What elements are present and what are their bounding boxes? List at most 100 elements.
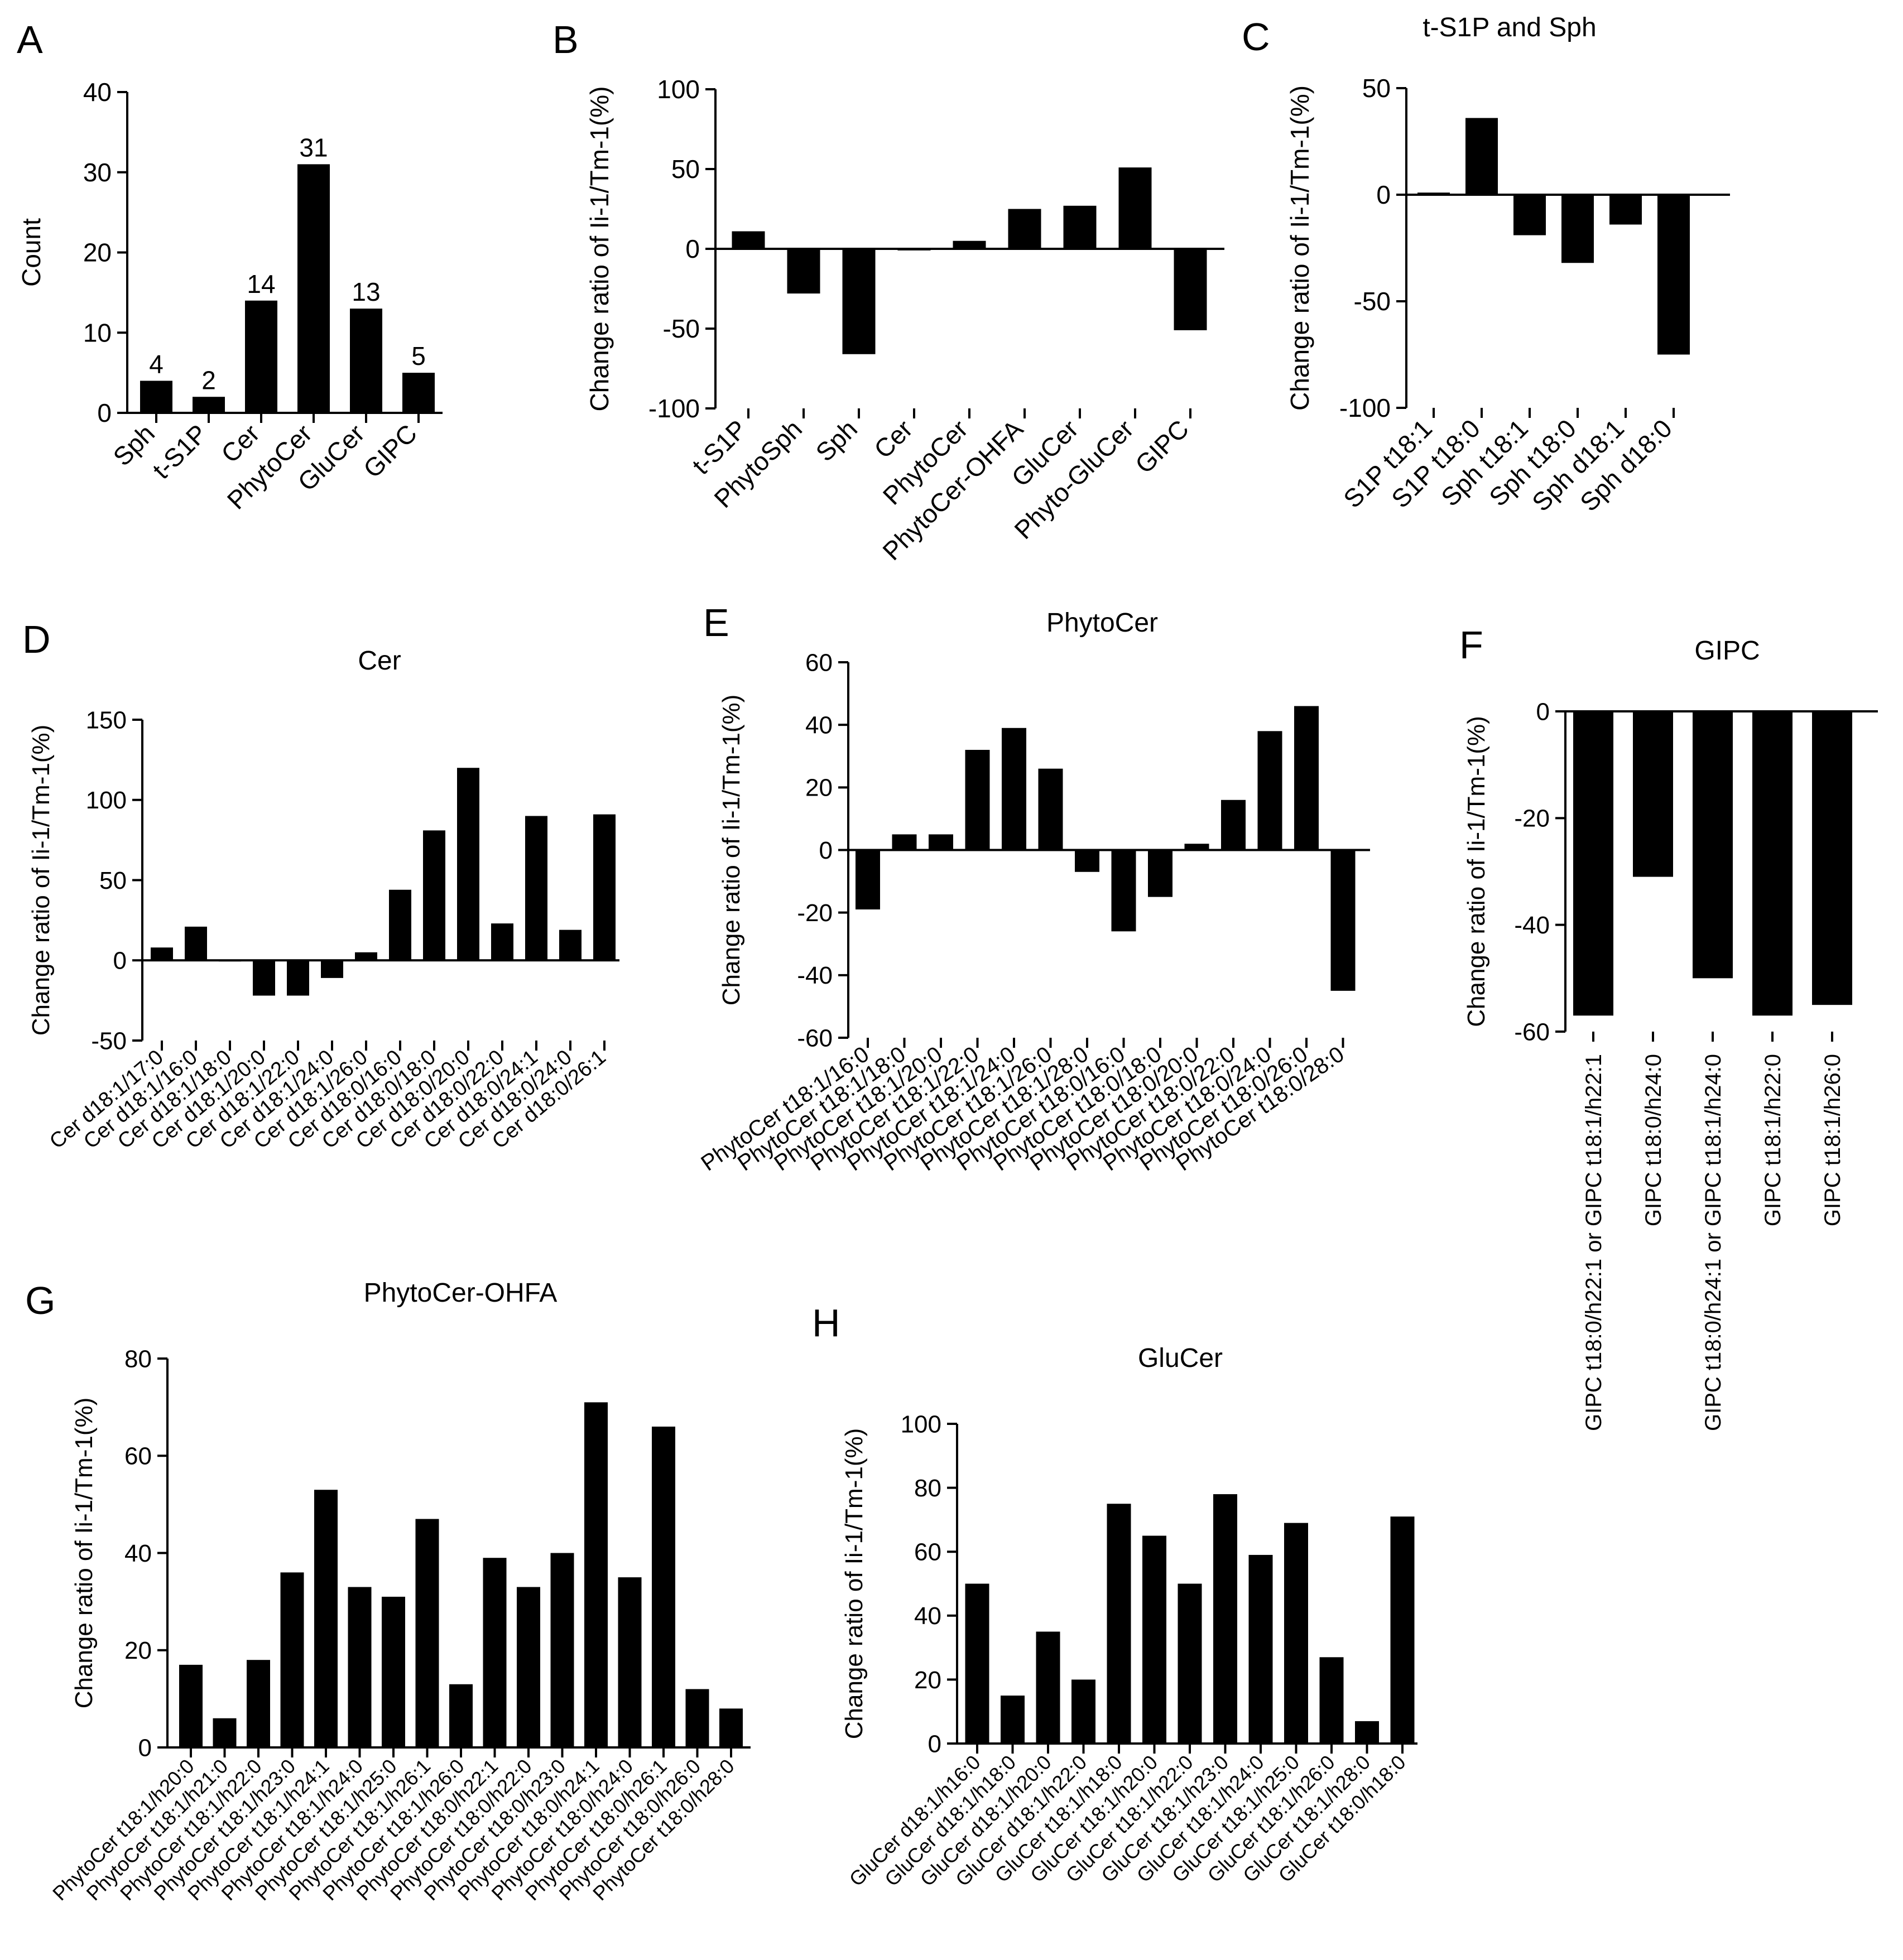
bar (1142, 1535, 1166, 1744)
chart-title: PhytoCer (1046, 608, 1158, 638)
x-tick-label: GIPC t18:0/h24:0 (1641, 1054, 1666, 1226)
bar (389, 889, 411, 961)
y-tick-label: 10 (83, 318, 112, 347)
bar (280, 1572, 304, 1747)
y-tick-label: 80 (124, 1345, 152, 1373)
bar (1001, 1696, 1025, 1744)
bar (1248, 1554, 1273, 1744)
x-tick-label: GIPC t18:1/h26:0 (1820, 1054, 1845, 1226)
bar (1561, 195, 1594, 263)
chart-title: Cer (358, 646, 401, 676)
y-tick-label: 20 (914, 1667, 941, 1694)
bar (321, 960, 343, 978)
bar (618, 1577, 642, 1747)
bar (1213, 1494, 1237, 1744)
bar (247, 1660, 270, 1747)
y-tick-label: 50 (99, 867, 127, 894)
bar (449, 1684, 473, 1747)
chart-title: GIPC (1694, 636, 1760, 666)
bar (1002, 728, 1026, 850)
y-tick-label: 60 (805, 649, 833, 676)
y-tick-label: 0 (685, 234, 700, 263)
bar (151, 947, 173, 961)
panel-letter: D (22, 618, 51, 661)
y-tick-label: -100 (1339, 393, 1391, 422)
panel-e: E PhytoCer -60 -40 -20 0 20 40 60 Change ratio of… (696, 601, 1370, 1176)
bar (219, 960, 241, 962)
panel-letter: F (1459, 623, 1483, 667)
bar (1008, 209, 1041, 249)
bar (1573, 711, 1613, 1016)
bar (525, 816, 547, 961)
bar (1036, 1631, 1060, 1744)
y-tick-label: 0 (819, 837, 833, 864)
bar (593, 814, 616, 961)
bar (402, 373, 435, 413)
bar (1221, 800, 1246, 850)
bar (517, 1587, 540, 1747)
bar (355, 952, 377, 961)
bar (1257, 731, 1282, 850)
bar (1319, 1657, 1344, 1744)
panel-f: F GIPC -60 -40 -20 0 Change ratio of Ii-1/Tm-1… (1459, 623, 1878, 1431)
bar (350, 309, 382, 413)
y-tick-label: 100 (901, 1410, 941, 1438)
y-tick-label: 30 (83, 158, 112, 187)
bar (719, 1708, 743, 1747)
y-tick-label: 0 (113, 947, 127, 975)
bar (550, 1553, 574, 1747)
panel-letter: C (1242, 15, 1270, 59)
bar (1752, 711, 1793, 1016)
bar (1693, 711, 1733, 979)
bar (253, 960, 275, 996)
y-axis-label: Change ratio of Ii-1/Tm-1(%) (1463, 716, 1490, 1027)
bar (1178, 1583, 1202, 1744)
bar-value-label: 2 (201, 365, 216, 394)
y-axis-label: Change ratio of Ii-1/Tm-1(%) (718, 695, 745, 1006)
bar (1330, 850, 1356, 991)
bar (584, 1402, 608, 1747)
bar (897, 249, 931, 251)
bar (1063, 205, 1097, 249)
y-axis-label: Change ratio of Ii-1/Tm-1(%) (27, 725, 55, 1036)
chart-title: t-S1P and Sph (1423, 13, 1596, 42)
bar (787, 249, 820, 294)
bar (892, 834, 917, 850)
y-tick-label: -60 (797, 1024, 833, 1052)
panel-letter: E (703, 601, 729, 644)
bar (1148, 850, 1172, 897)
y-tick-label: 20 (805, 774, 833, 802)
y-tick-label: -50 (91, 1027, 127, 1054)
chart-title: PhytoCer-OHFA (364, 1278, 558, 1308)
bar-value-label: 14 (247, 269, 275, 298)
bar (842, 249, 876, 354)
y-tick-label: 40 (914, 1602, 941, 1630)
bar (1107, 1504, 1131, 1744)
bar (415, 1519, 439, 1747)
bar (193, 397, 225, 413)
bar (1657, 195, 1690, 355)
bar (1465, 118, 1498, 195)
y-tick-label: 40 (83, 78, 112, 107)
y-tick-label: 50 (671, 155, 700, 184)
bar (491, 923, 513, 961)
bar (1417, 192, 1450, 195)
bar (1294, 706, 1319, 850)
bar (382, 1596, 405, 1747)
bar-value-label: 5 (411, 341, 426, 370)
bar (1038, 768, 1063, 850)
bar (140, 381, 172, 413)
panel-letter: G (25, 1279, 55, 1322)
y-tick-label: 60 (914, 1539, 941, 1566)
y-tick-label: 40 (124, 1540, 152, 1567)
bar (1184, 844, 1209, 850)
y-tick-label: 0 (138, 1734, 152, 1761)
y-tick-label: -40 (1514, 912, 1550, 939)
y-tick-label: 100 (86, 787, 127, 814)
panel-letter: B (552, 18, 579, 61)
x-tick-label: GIPC t18:1/h22:0 (1761, 1054, 1785, 1226)
y-axis-label: Change ratio of Ii-1/Tm-1(%) (70, 1398, 98, 1709)
bar-value-label: 4 (149, 350, 164, 379)
panel-h: H GluCer 0 20 40 60 80 100 Change ratio of Ii-1/… (812, 1301, 1417, 1891)
